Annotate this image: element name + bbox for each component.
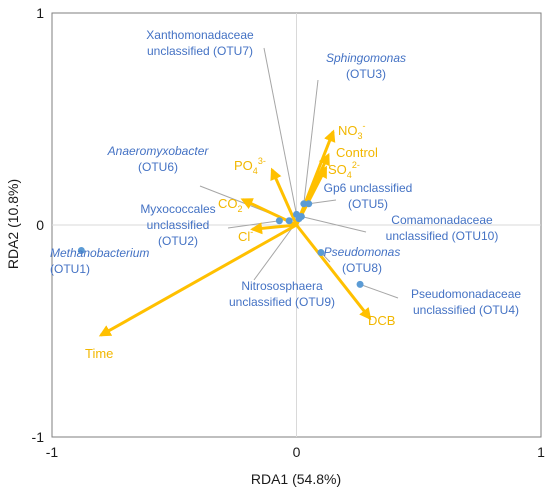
y-axis-title: RDA2 (10.8%)	[5, 179, 21, 269]
point-otu4	[356, 280, 364, 288]
leader-line-otu10	[301, 216, 367, 233]
label-otu1: Methanobacterium (OTU1)	[50, 246, 149, 276]
env-label-so4: SO42-	[328, 160, 360, 180]
label-otu3: Sphingomonas (OTU3)	[326, 51, 406, 81]
y-tick-label: -1	[32, 429, 45, 445]
label-otu8: Pseudomonas (OTU8)	[324, 245, 401, 275]
x-axis-title: RDA1 (54.8%)	[251, 471, 341, 487]
env-label-control: Control	[336, 145, 378, 160]
env-label-time: Time	[85, 346, 113, 361]
arrow-dcb	[295, 224, 372, 321]
x-tick-label: -1	[46, 444, 59, 460]
arrow-cl	[250, 222, 297, 235]
point-otu6	[285, 217, 293, 225]
label-otu7: Xanthomonadaceae unclassified (OTU7)	[146, 28, 254, 58]
label-otu4: Pseudomonadaceae unclassified (OTU4)	[411, 287, 521, 317]
labels: Methanobacterium (OTU1)Myxococcales unclas…	[50, 28, 521, 361]
leader-line-otu3	[303, 79, 319, 204]
point-otu10	[297, 213, 305, 221]
env-label-co2: CO2	[218, 196, 243, 214]
label-otu2: Myxococcales unclassified (OTU2)	[140, 202, 215, 248]
leader-line-otu4	[359, 283, 399, 299]
axis-tick-labels: -1 0 1 1 0 -1	[32, 5, 546, 460]
x-tick-label: 1	[537, 444, 545, 460]
point-otu1	[77, 246, 85, 254]
label-otu6: Anaeromyxobacter (OTU6)	[107, 144, 210, 174]
point-otu3	[300, 200, 308, 208]
label-otu5: Gp6 unclassified (OTU5)	[324, 181, 413, 211]
label-otu10: Comamonadaceae unclassified (OTU10)	[386, 213, 499, 243]
arrow-time	[98, 223, 298, 337]
env-label-po4: PO43-	[234, 156, 266, 176]
point-otu5	[305, 200, 313, 208]
env-label-dcb: DCB	[368, 313, 395, 328]
point-otu8	[317, 249, 325, 257]
x-tick-label: 0	[293, 444, 301, 460]
env-label-no3: NO3-	[338, 121, 366, 141]
arrow-po4	[270, 167, 298, 226]
point-otu2	[275, 217, 283, 225]
leader-line-otu5	[308, 199, 337, 205]
species-points	[77, 200, 364, 288]
y-tick-label: 1	[36, 5, 44, 21]
leader-line-otu7	[263, 47, 297, 215]
y-tick-label: 0	[36, 217, 44, 233]
label-otu9: Nitrososphaera unclassified (OTU9)	[229, 279, 335, 309]
env-label-cl: Cl-	[238, 227, 253, 244]
